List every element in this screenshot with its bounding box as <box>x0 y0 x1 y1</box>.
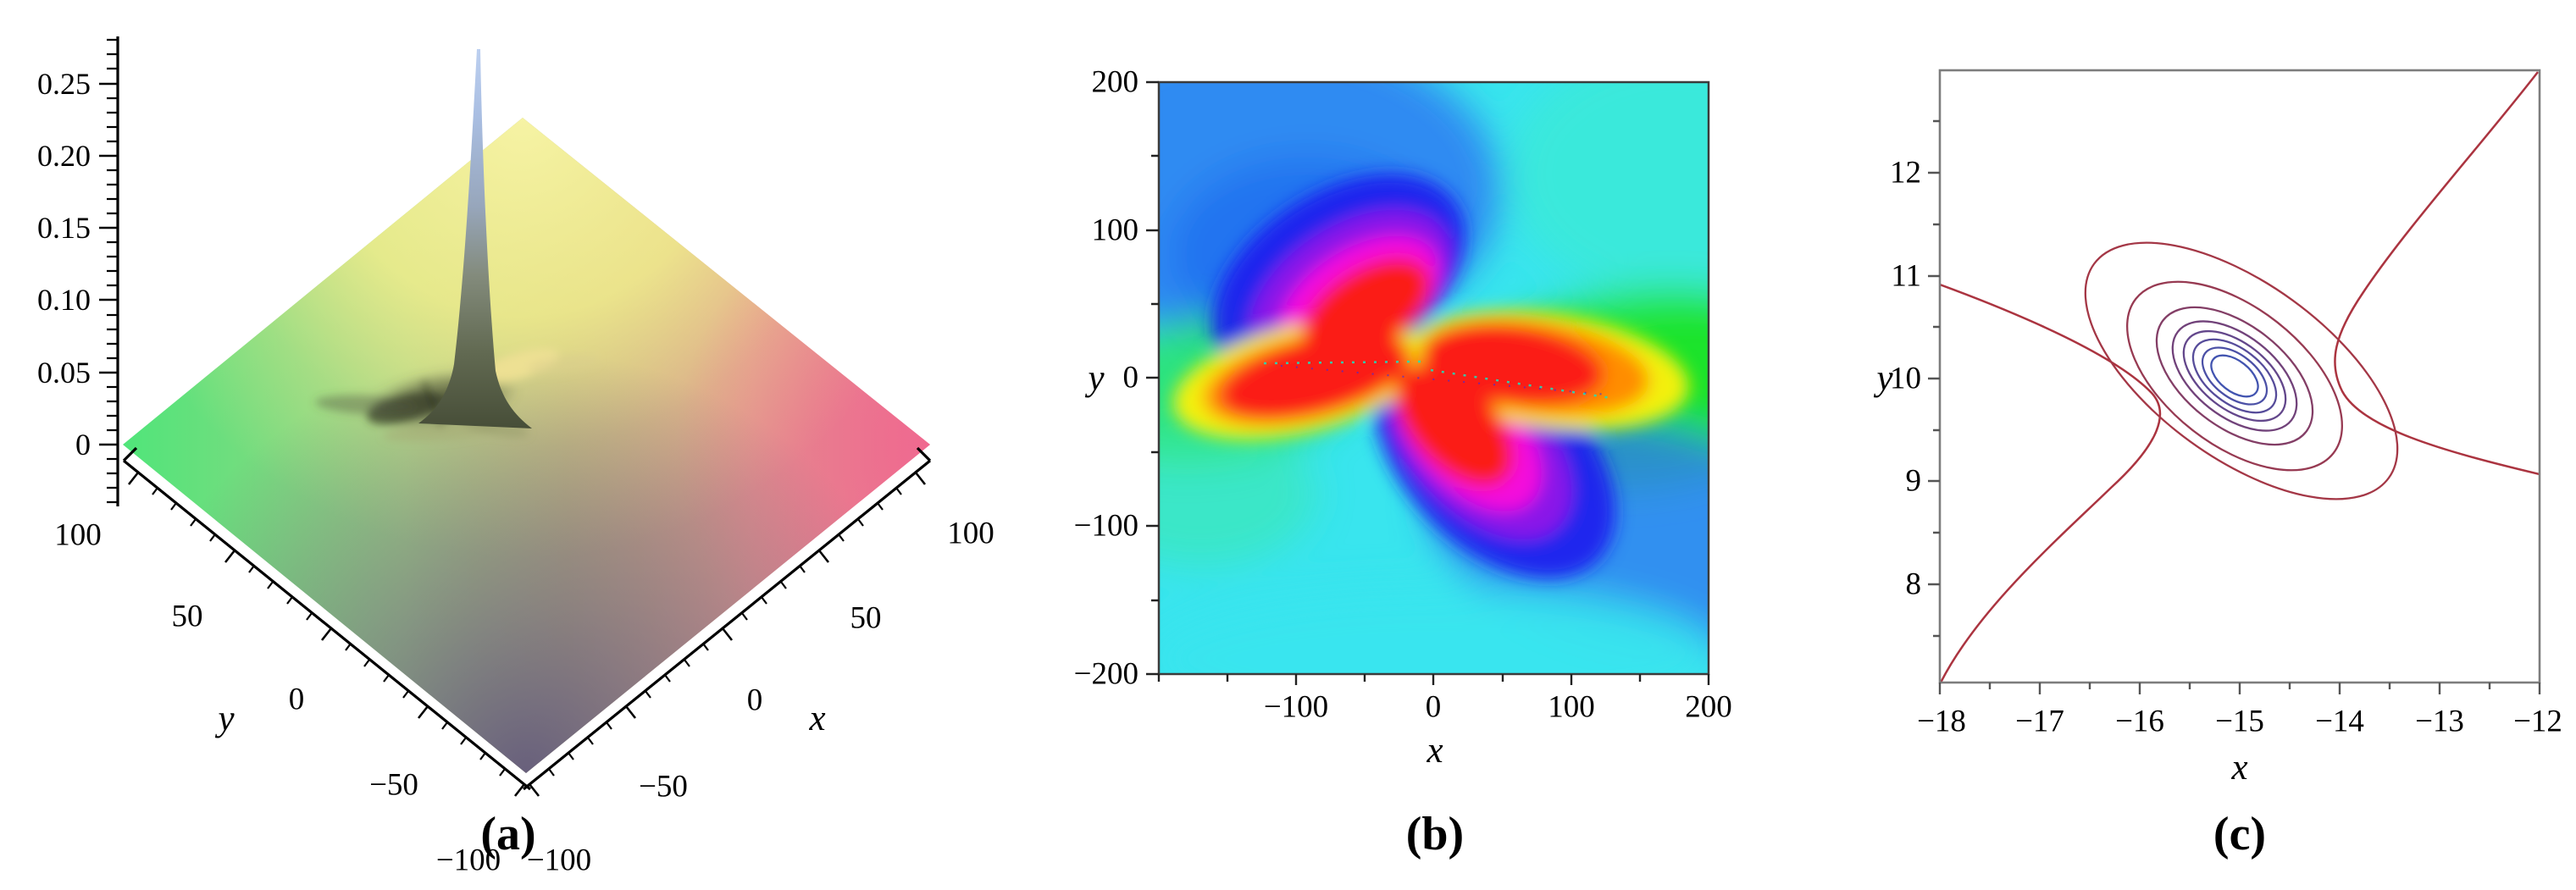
panel-c-label: (c) <box>2213 808 2266 860</box>
c-y-tick: 11 <box>1891 259 1921 294</box>
a-x-tick: −50 <box>639 770 688 804</box>
c-x-tick: −18 <box>1917 705 1966 739</box>
b-x-axis-label: x <box>1426 731 1443 771</box>
c-y-tick: 12 <box>1890 156 1921 191</box>
c-x-tick: −14 <box>2315 705 2364 739</box>
c-y-tick: 10 <box>1890 362 1921 396</box>
contour-curves <box>1940 71 2540 683</box>
c-x-tick: −17 <box>2015 705 2064 739</box>
a-y-axis-label: y <box>214 699 235 738</box>
a-z-tick: 0.05 <box>37 356 91 390</box>
b-x-tick: 100 <box>1548 690 1595 725</box>
contour-open-left <box>1940 283 2162 683</box>
c-x-tick: −13 <box>2415 705 2464 739</box>
surface-plane <box>123 118 930 773</box>
a-y-tick: −100 <box>436 843 501 878</box>
density-field <box>1159 82 1709 674</box>
a-x-tick: 50 <box>850 601 882 636</box>
c-y-tick: 9 <box>1906 464 1922 499</box>
b-ticks <box>1146 80 1710 685</box>
a-z-tick: 0.10 <box>37 283 91 317</box>
panel-a-label: (a) <box>480 808 535 860</box>
b-x-tick: 0 <box>1426 690 1442 725</box>
a-x-tick: 0 <box>747 683 763 718</box>
panel-b-density-plot: 200 100 0 −100 −200 −100 0 100 200 y x (… <box>1074 65 1732 861</box>
b-y-tick: −100 <box>1074 509 1138 544</box>
a-x-tick: 100 <box>947 517 994 551</box>
a-z-tick: 0.25 <box>37 67 91 101</box>
a-axes <box>116 36 932 791</box>
c-x-tick: −16 <box>2115 705 2164 739</box>
c-y-tick: 8 <box>1906 567 1922 602</box>
b-y-tick: 200 <box>1092 65 1139 100</box>
a-y-tick: 50 <box>172 600 203 634</box>
b-x-tick: 200 <box>1685 690 1732 725</box>
c-x-tick: −12 <box>2513 705 2562 739</box>
c-x-tick: −15 <box>2215 705 2264 739</box>
contour-open-right <box>2334 71 2540 476</box>
b-y-tick: 100 <box>1092 213 1139 248</box>
c-ticks <box>1928 119 2541 694</box>
panel-c-contour-plot: 12 11 10 9 8 −18 −17 −16 −15 −14 −13 −12… <box>1873 69 2562 860</box>
a-y-tick: 100 <box>54 518 102 553</box>
panel-b-label: (b) <box>1406 808 1464 860</box>
b-y-tick: 0 <box>1123 361 1139 395</box>
c-y-axis-label: y <box>1873 358 1893 398</box>
a-y-tick: 0 <box>289 683 305 717</box>
a-z-tick: 0.15 <box>37 211 91 245</box>
density-seam <box>1263 360 1612 400</box>
panel-a-surface-plot: 0.25 0.20 0.15 0.10 0.05 0 100 50 0 −50 … <box>37 36 994 878</box>
b-y-tick: −200 <box>1074 657 1138 692</box>
b-y-axis-label: y <box>1084 358 1105 398</box>
a-x-tick: −100 <box>527 843 591 878</box>
a-z-tick: 0 <box>75 428 91 462</box>
b-x-tick: −100 <box>1264 690 1328 725</box>
a-x-axis-label: x <box>808 699 825 738</box>
lump-spike <box>418 49 532 428</box>
c-plot-frame <box>1938 69 2541 684</box>
a-major-ticks <box>99 82 927 797</box>
a-minor-ticks <box>107 38 902 777</box>
a-y-tick: −50 <box>369 768 418 803</box>
c-x-axis-label: x <box>2230 748 2247 788</box>
a-z-tick: 0.20 <box>37 139 91 173</box>
